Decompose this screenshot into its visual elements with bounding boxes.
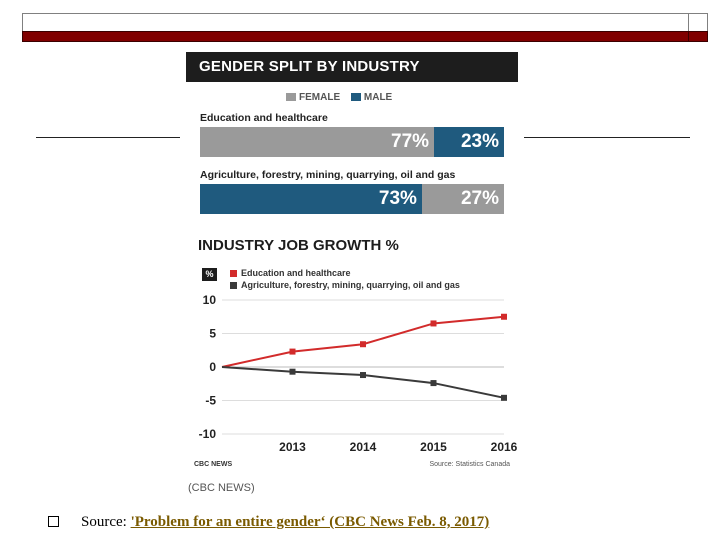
agri-female-bar: 27% bbox=[421, 184, 504, 214]
job-growth-title: INDUSTRY JOB GROWTH % bbox=[198, 237, 399, 254]
square-bullet-icon bbox=[48, 516, 59, 528]
slide-top-bar bbox=[22, 13, 690, 32]
y-tick-label: 5 bbox=[209, 327, 216, 341]
agri-growth-point bbox=[289, 368, 296, 375]
y-tick-label: -10 bbox=[199, 427, 217, 441]
edu-line-swatch bbox=[230, 270, 237, 278]
agri-male-value: 73% bbox=[378, 188, 417, 209]
y-tick-label: 0 bbox=[209, 360, 216, 374]
agri-growth-point bbox=[360, 372, 366, 379]
edu-growth-point bbox=[289, 348, 296, 355]
x-tick-label: 2014 bbox=[350, 440, 377, 454]
edu-male-bar: 23% bbox=[434, 127, 504, 157]
title-rule-left bbox=[36, 137, 180, 138]
edu-female-value: 77% bbox=[391, 131, 430, 152]
edu-female-bar: 77% bbox=[200, 127, 435, 157]
y-tick-label: 10 bbox=[203, 293, 217, 307]
slide-top-accent-bar bbox=[22, 31, 690, 42]
female-swatch bbox=[286, 93, 296, 102]
cbc-news-credit: CBC NEWS bbox=[194, 461, 233, 468]
image-caption: (CBC NEWS) bbox=[188, 482, 255, 494]
x-tick-label: 2013 bbox=[279, 440, 306, 454]
statistics-canada-credit: Source: Statistics Canada bbox=[429, 461, 510, 468]
gender-split-header: GENDER SPLIT BY INDUSTRY bbox=[186, 52, 518, 82]
cbc-infographic: GENDER SPLIT BY INDUSTRY FEMALE MALE Edu… bbox=[186, 52, 518, 502]
title-rule-right bbox=[524, 137, 690, 138]
legend-male: MALE bbox=[350, 92, 393, 103]
source-link[interactable]: 'Problem for an entire gender‘ (CBC News… bbox=[130, 514, 490, 530]
agri-growth-line bbox=[221, 366, 505, 399]
agri-row-label: Agriculture, forestry, mining, quarrying… bbox=[200, 169, 456, 181]
legend-female-label: FEMALE bbox=[299, 92, 341, 103]
edu-row-label: Education and healthcare bbox=[200, 112, 328, 124]
source-prefix: Source: bbox=[81, 514, 131, 530]
legend-edu-line-label: Education and healthcare bbox=[241, 268, 351, 278]
job-growth-line-chart: 10 5 0 -5 -10 2013 2014 2015 2016 bbox=[199, 293, 518, 454]
x-tick-label: 2016 bbox=[491, 440, 518, 454]
source-line: Source: 'Problem for an entire gender‘ (… bbox=[48, 514, 489, 531]
agri-split-bar: 73% 27% bbox=[200, 184, 504, 214]
agri-line-swatch bbox=[230, 282, 237, 290]
agri-growth-point bbox=[501, 394, 507, 401]
legend-edu-line: Education and healthcare bbox=[230, 268, 351, 278]
agri-male-bar: 73% bbox=[200, 184, 422, 214]
agri-female-value: 27% bbox=[460, 188, 499, 209]
gender-legend: FEMALE MALE bbox=[286, 92, 400, 103]
agri-growth-point bbox=[430, 380, 437, 387]
edu-growth-point bbox=[360, 341, 366, 348]
male-swatch bbox=[350, 93, 361, 102]
edu-male-value: 23% bbox=[460, 131, 499, 152]
legend-male-label: MALE bbox=[363, 92, 393, 103]
x-tick-label: 2015 bbox=[420, 440, 447, 454]
percent-unit-badge: % bbox=[202, 268, 217, 281]
legend-female: FEMALE bbox=[286, 92, 340, 103]
legend-agri-line-label: Agriculture, forestry, mining, quarrying… bbox=[241, 280, 460, 290]
edu-growth-point bbox=[501, 313, 507, 320]
legend-agri-line: Agriculture, forestry, mining, quarrying… bbox=[230, 280, 460, 290]
slide-corner-box bbox=[688, 13, 708, 33]
edu-growth-point bbox=[430, 320, 437, 327]
edu-split-bar: 77% 23% bbox=[200, 127, 504, 157]
y-tick-label: -5 bbox=[205, 394, 216, 408]
slide-corner-accent bbox=[688, 31, 708, 42]
